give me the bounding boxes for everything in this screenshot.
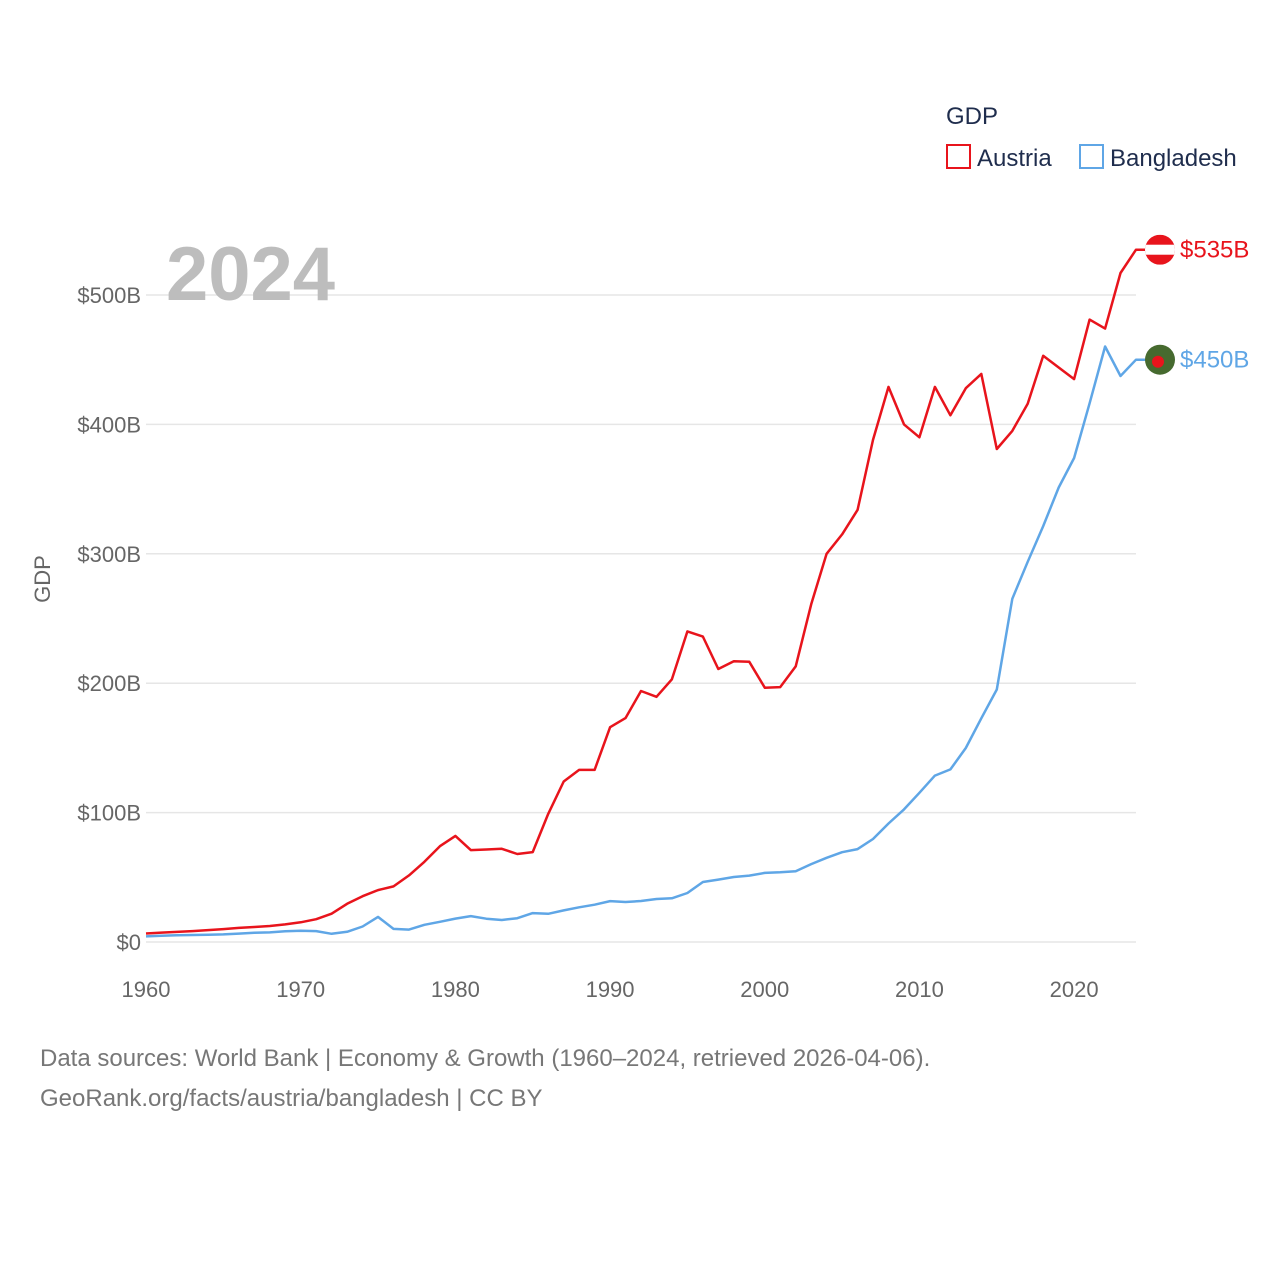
legend-title: GDP [946, 103, 998, 130]
y-tick-label: $200B [77, 671, 141, 696]
y-tick-label: $500B [77, 283, 141, 308]
end-value-label-austria: $535B [1180, 237, 1249, 264]
x-tick-label: 2020 [1050, 977, 1099, 1002]
series-line-bangladesh[interactable] [145, 345, 1160, 938]
series-line-austria[interactable] [145, 248, 1160, 935]
legend-swatch-austria[interactable] [946, 144, 971, 169]
series-lines [145, 248, 1160, 938]
bangladesh-flag-icon [1145, 344, 1175, 375]
x-tick-label: 1960 [122, 977, 171, 1002]
y-axis-label: GDP [30, 555, 55, 603]
y-tick-label: $300B [77, 542, 141, 567]
x-tick-label: 2000 [740, 977, 789, 1002]
legend-swatch-bangladesh[interactable] [1079, 144, 1104, 169]
year-label: 2024 [166, 232, 335, 317]
x-tick-label: 1980 [431, 977, 480, 1002]
y-tick-label: $400B [77, 412, 141, 437]
x-tick-label: 1970 [276, 977, 325, 1002]
gridlines [146, 294, 1136, 943]
legend-label-bangladesh[interactable]: Bangladesh [1110, 145, 1237, 172]
legend: GDP Austria Bangladesh [946, 103, 1237, 172]
end-value-label-bangladesh: $450B [1180, 347, 1249, 374]
y-tick-label: $100B [77, 801, 141, 826]
end-markers: $535B $450B [1145, 234, 1249, 375]
austria-flag-icon [1145, 234, 1175, 265]
legend-label-austria[interactable]: Austria [977, 145, 1052, 172]
source-line-2[interactable]: GeoRank.org/facts/austria/bangladesh | C… [40, 1085, 543, 1112]
x-axis-tick-labels: 1960 1970 1980 1990 2000 2010 2020 [122, 977, 1099, 1002]
y-tick-label: $0 [117, 930, 141, 955]
source-line-1: Data sources: World Bank | Economy & Gro… [40, 1045, 931, 1072]
y-axis-tick-labels: $0 $100B $200B $300B $400B $500B [77, 283, 141, 955]
x-tick-label: 1990 [586, 977, 635, 1002]
x-tick-label: 2010 [895, 977, 944, 1002]
